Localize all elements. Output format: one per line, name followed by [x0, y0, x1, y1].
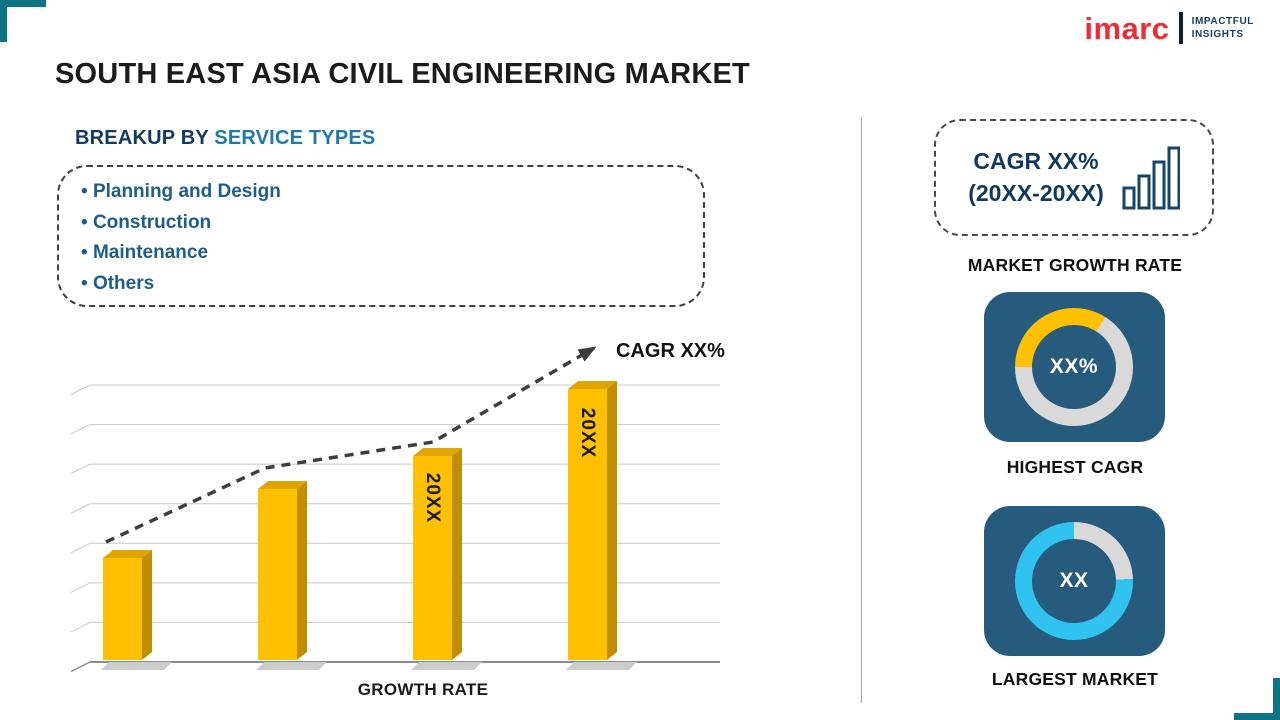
bar-4 — [568, 381, 617, 660]
bar-4-label: 20XX — [577, 408, 598, 458]
bar-3-label: 20XX — [422, 473, 443, 523]
logo-tagline-line2: INSIGHTS — [1191, 29, 1244, 40]
service-types-list: Planning and Design Construction Mainten… — [59, 167, 703, 299]
service-types-box: Planning and Design Construction Mainten… — [57, 165, 705, 307]
breakup-heading-prefix: BREAKUP BY — [75, 127, 215, 149]
breakup-heading: BREAKUP BY SERVICE TYPES — [75, 127, 375, 150]
list-item: Construction — [81, 208, 703, 239]
logo-tagline: IMPACTFUL INSIGHTS — [1192, 15, 1254, 41]
largest-market-donut: XX — [1015, 522, 1133, 640]
list-item: Maintenance — [81, 238, 703, 269]
cagr-rate-text: CAGR XX% (20XX-20XX) — [968, 146, 1104, 208]
logo-tagline-line1: IMPACTFUL — [1191, 16, 1254, 27]
cagr-rate-line1: CAGR XX% — [973, 148, 1099, 175]
corner-accent-bottom-right — [1234, 678, 1280, 720]
logo-divider-bar — [1178, 12, 1183, 44]
growth-bar-chart-svg: 20XX 20XX — [70, 346, 720, 673]
highest-cagr-tile: XX% — [984, 292, 1165, 442]
vertical-divider — [861, 117, 862, 703]
cagr-rate-box: CAGR XX% (20XX-20XX) — [934, 119, 1214, 236]
largest-market-tile: XX — [984, 506, 1165, 656]
breakup-heading-highlight: SERVICE TYPES — [214, 127, 376, 149]
corner-accent-top-left — [0, 0, 46, 42]
bar-chart-icon — [1122, 146, 1180, 209]
bar-3 — [413, 448, 462, 660]
bar-2 — [258, 481, 307, 660]
x-axis-label: GROWTH RATE — [357, 680, 489, 699]
market-growth-rate-caption: MARKET GROWTH RATE — [967, 255, 1183, 275]
cagr-rate-line2: (20XX-20XX) — [968, 179, 1104, 206]
cagr-annotation: CAGR XX% — [616, 340, 725, 362]
imarc-logo-wordmark: imarc — [1084, 10, 1170, 46]
largest-market-value: XX — [1059, 569, 1089, 592]
highest-cagr-caption: HIGHEST CAGR — [1006, 457, 1144, 477]
list-item: Planning and Design — [81, 177, 703, 208]
highest-cagr-donut: XX% — [1015, 308, 1133, 426]
largest-market-caption: LARGEST MARKET — [991, 669, 1159, 689]
growth-bar-chart: 20XX 20XX — [58, 336, 748, 684]
imarc-logo: imarc IMPACTFUL INSIGHTS — [1084, 12, 1254, 44]
list-item: Others — [81, 269, 703, 300]
chart-gridlines — [70, 384, 720, 633]
cagr-trend-arrow — [105, 346, 597, 544]
page-title: SOUTH EAST ASIA CIVIL ENGINEERING MARKET — [55, 58, 750, 90]
bar-1 — [103, 550, 152, 660]
highest-cagr-value: XX% — [1049, 355, 1099, 378]
bar-shadows — [101, 662, 637, 670]
